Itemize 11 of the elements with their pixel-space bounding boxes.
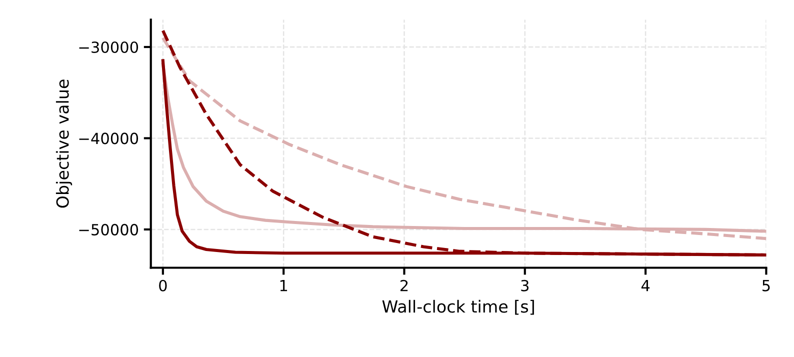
y-tick-label: −40000: [79, 132, 138, 144]
y-axis-title: Objective value: [56, 80, 72, 208]
x-tick-label: 3: [521, 280, 529, 292]
y-tick-label: −50000: [79, 224, 138, 236]
x-tick-label: 4: [641, 280, 650, 292]
x-tick-label: 1: [280, 280, 288, 292]
y-tick-label: −30000: [79, 41, 138, 54]
x-tick-label: 0: [159, 280, 167, 292]
x-tick-label: 2: [400, 280, 408, 292]
x-axis-title: Wall-clock time [s]: [382, 300, 534, 315]
x-tick-label: 5: [762, 280, 770, 292]
